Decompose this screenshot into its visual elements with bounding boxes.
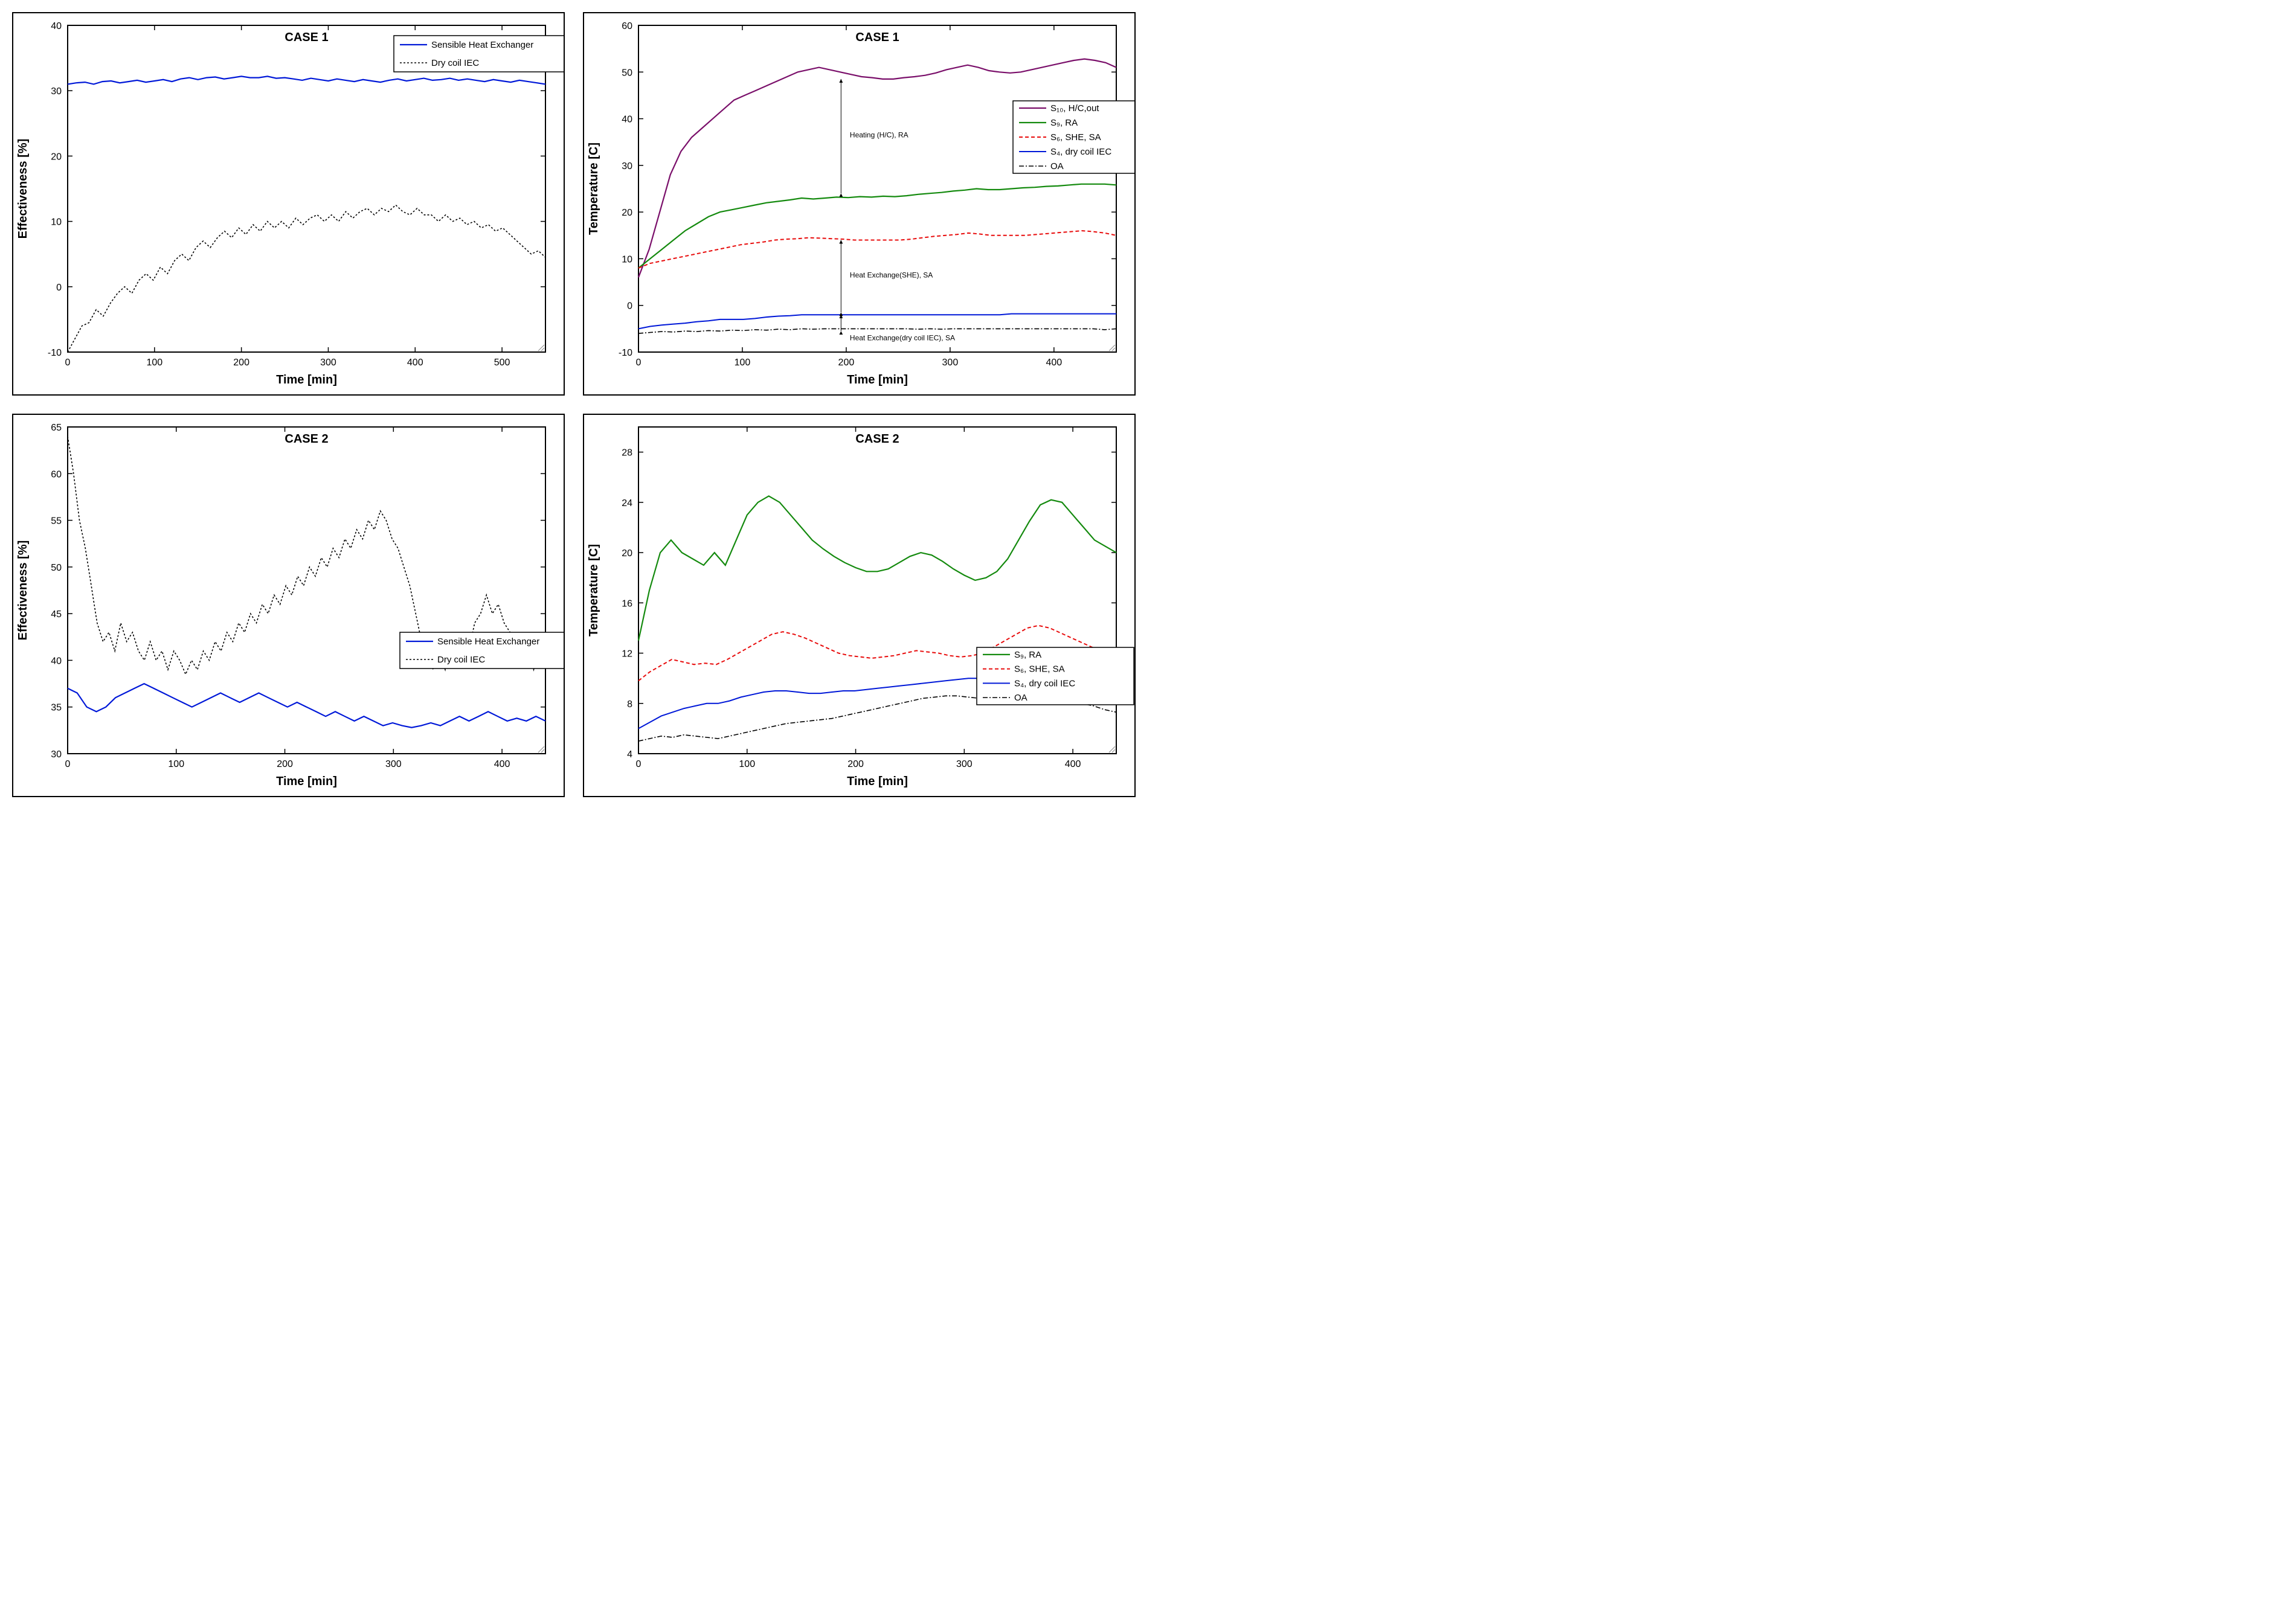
svg-text:S₆, SHE, SA: S₆, SHE, SA (1014, 664, 1065, 675)
svg-tr: 0 100 200 300 400 -10 0 10 20 30 40 50 60 Time [min] T… (584, 13, 1134, 394)
svg-text:40: 40 (622, 115, 632, 125)
svg-text:0: 0 (65, 358, 71, 368)
svg-text:Effectiveness [%]: Effectiveness [%] (16, 139, 30, 239)
svg-text:200: 200 (233, 358, 249, 368)
svg-text:S₁₀, H/C,out: S₁₀, H/C,out (1050, 103, 1099, 114)
svg-text:0: 0 (56, 283, 62, 293)
svg-text:30: 30 (622, 161, 632, 172)
svg-text:100: 100 (739, 759, 755, 769)
svg-text:Time [min]: Time [min] (276, 775, 337, 788)
svg-text:0: 0 (636, 358, 642, 368)
svg-bl: 0 100 200 300 400 30 35 40 45 50 55 60 65 Time [min] E… (13, 415, 564, 796)
svg-text:100: 100 (146, 358, 162, 368)
svg-text:30: 30 (51, 86, 62, 97)
svg-text:100: 100 (168, 759, 184, 769)
svg-text:12: 12 (622, 649, 632, 659)
svg-text:300: 300 (320, 358, 336, 368)
svg-text:CASE 2: CASE 2 (285, 432, 328, 446)
svg-br: 0 100 200 300 400 4 8 12 16 20 24 28 Time [min] Tempe… (584, 415, 1134, 796)
panel-bl: 0 100 200 300 400 30 35 40 45 50 55 60 65 Time [min] E… (12, 414, 565, 797)
svg-text:Time [min]: Time [min] (276, 373, 337, 386)
svg-text:OA: OA (1014, 693, 1027, 703)
svg-text:28: 28 (622, 448, 632, 458)
svg-text:16: 16 (622, 598, 632, 609)
svg-text:Dry coil IEC: Dry coil IEC (437, 655, 485, 665)
svg-text:Heat Exchange(dry coil IEC), S: Heat Exchange(dry coil IEC), SA (850, 334, 955, 342)
svg-text:60: 60 (51, 469, 62, 479)
svg-text:0: 0 (636, 759, 642, 769)
svg-text:65: 65 (51, 423, 62, 433)
svg-text:20: 20 (622, 548, 632, 559)
svg-text:200: 200 (847, 759, 864, 769)
svg-text:0: 0 (65, 759, 71, 769)
svg-text:10: 10 (622, 254, 632, 265)
svg-text:-10: -10 (48, 348, 62, 358)
svg-text:10: 10 (51, 217, 62, 228)
panel-tl: 0100200300400500-10010203040Time [min]Ef… (12, 12, 565, 396)
svg-text:400: 400 (407, 358, 423, 368)
svg-text:S₉, RA: S₉, RA (1050, 118, 1078, 128)
svg-text:Heat Exchange(SHE), SA: Heat Exchange(SHE), SA (850, 271, 933, 279)
svg-text:30: 30 (51, 749, 62, 760)
svg-text:4: 4 (627, 749, 632, 760)
svg-text:200: 200 (277, 759, 293, 769)
svg-text:400: 400 (1065, 759, 1081, 769)
svg-text:-10: -10 (619, 348, 632, 358)
svg-text:Temperature [C]: Temperature [C] (587, 544, 600, 637)
svg-text:40: 40 (51, 21, 62, 31)
svg-text:8: 8 (627, 699, 632, 710)
svg-text:300: 300 (385, 759, 402, 769)
svg-text:Dry coil IEC: Dry coil IEC (431, 58, 479, 68)
svg-text:55: 55 (51, 516, 62, 527)
svg-text:S₆, SHE, SA: S₆, SHE, SA (1050, 132, 1101, 143)
svg-text:S₄, dry coil IEC: S₄, dry coil IEC (1014, 678, 1075, 688)
svg-text:24: 24 (622, 498, 632, 508)
panel-br: 0 100 200 300 400 4 8 12 16 20 24 28 Time [min] Tempe… (583, 414, 1136, 797)
svg-text:60: 60 (622, 21, 632, 31)
svg-text:S₉, RA: S₉, RA (1014, 650, 1041, 660)
svg-text:20: 20 (622, 208, 632, 218)
svg-text:40: 40 (51, 656, 62, 666)
svg-text:CASE 1: CASE 1 (285, 31, 328, 44)
svg-text:S₄, dry coil IEC: S₄, dry coil IEC (1050, 147, 1111, 157)
svg-tl: 0100200300400500-10010203040Time [min]Ef… (13, 13, 564, 394)
svg-text:300: 300 (956, 759, 973, 769)
svg-text:CASE 1: CASE 1 (855, 31, 899, 44)
svg-text:45: 45 (51, 609, 62, 620)
svg-text:400: 400 (1046, 358, 1062, 368)
svg-text:100: 100 (735, 358, 751, 368)
panel-tr: 0 100 200 300 400 -10 0 10 20 30 40 50 60 Time [min] T… (583, 12, 1136, 396)
svg-text:400: 400 (494, 759, 510, 769)
svg-text:300: 300 (942, 358, 959, 368)
svg-text:500: 500 (494, 358, 510, 368)
svg-text:35: 35 (51, 703, 62, 713)
svg-text:Sensible Heat Exchanger: Sensible Heat Exchanger (431, 40, 533, 50)
svg-text:50: 50 (51, 563, 62, 573)
svg-text:Sensible Heat Exchanger: Sensible Heat Exchanger (437, 637, 539, 647)
svg-text:200: 200 (838, 358, 855, 368)
svg-text:Effectiveness [%]: Effectiveness [%] (16, 540, 30, 641)
svg-text:OA: OA (1050, 161, 1064, 172)
svg-text:Time [min]: Time [min] (847, 775, 908, 788)
svg-text:Temperature [C]: Temperature [C] (587, 143, 600, 235)
svg-text:20: 20 (51, 152, 62, 162)
svg-text:CASE 2: CASE 2 (855, 432, 899, 446)
svg-text:50: 50 (622, 68, 632, 78)
svg-text:0: 0 (627, 301, 632, 312)
chart-grid: 0100200300400500-10010203040Time [min]Ef… (12, 12, 1136, 797)
svg-text:Time [min]: Time [min] (847, 373, 908, 386)
svg-text:Heating (H/C), RA: Heating (H/C), RA (850, 130, 908, 139)
